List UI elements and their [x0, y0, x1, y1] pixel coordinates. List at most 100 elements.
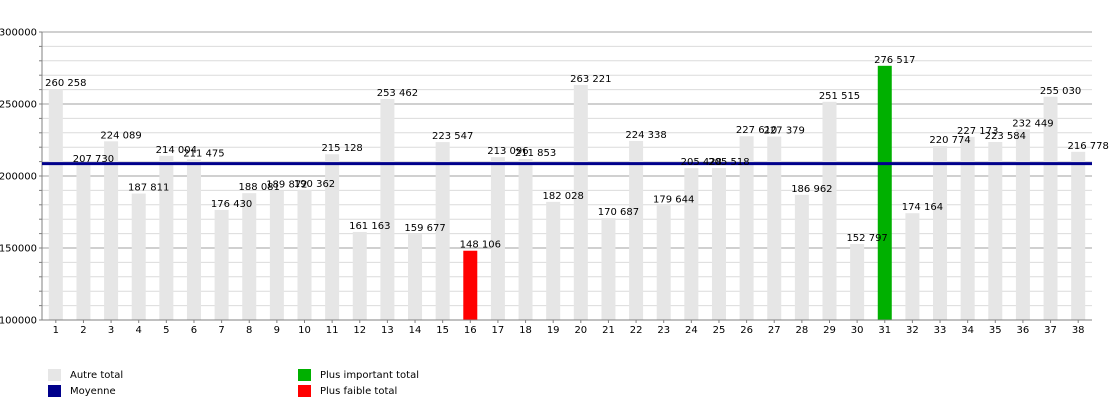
x-tick-label: 36 — [1017, 325, 1030, 336]
x-tick-label: 28 — [796, 325, 809, 336]
x-tick-label: 29 — [823, 325, 836, 336]
x-tick-label: 19 — [547, 325, 560, 336]
data-label: 179 644 — [653, 194, 694, 205]
x-tick-label: 6 — [191, 325, 197, 336]
bar — [131, 193, 146, 320]
x-tick-label: 4 — [136, 325, 142, 336]
data-label: 205 428 — [681, 157, 722, 168]
bar — [435, 142, 450, 320]
data-label: 213 096 — [487, 146, 528, 157]
bar — [463, 250, 478, 320]
y-tick-label: 200000 — [0, 172, 37, 183]
bar — [767, 136, 782, 320]
x-tick-label: 5 — [163, 325, 169, 336]
data-label: 152 797 — [846, 233, 887, 244]
data-label: 232 449 — [1012, 118, 1053, 129]
bar — [159, 155, 174, 320]
x-tick-label: 32 — [906, 325, 919, 336]
x-tick-label: 11 — [326, 325, 339, 336]
bar — [1015, 129, 1030, 320]
legend-item-other: Autre total — [48, 369, 123, 381]
x-tick-label: 7 — [218, 325, 224, 336]
bar — [905, 213, 920, 320]
bar — [988, 142, 1003, 320]
bar — [186, 159, 201, 320]
x-tick-label: 38 — [1072, 325, 1085, 336]
legend-swatch-max — [298, 369, 311, 381]
bar — [380, 99, 395, 321]
bar — [629, 140, 644, 320]
y-tick-label: 150000 — [0, 244, 37, 255]
data-label: 224 089 — [100, 130, 141, 141]
legend-swatch-min — [298, 385, 311, 397]
x-tick-label: 27 — [768, 325, 781, 336]
data-label: 227 610 — [736, 125, 777, 136]
x-tick-label: 9 — [274, 325, 280, 336]
legend-swatch-other — [48, 369, 61, 381]
bar — [601, 218, 616, 320]
x-tick-label: 1 — [53, 325, 59, 336]
x-tick-label: 25 — [713, 325, 726, 336]
data-label: 214 004 — [156, 145, 197, 156]
data-label: 187 811 — [128, 183, 169, 194]
x-tick-label: 34 — [961, 325, 974, 336]
x-tick-label: 26 — [740, 325, 753, 336]
bar — [711, 168, 726, 320]
bar — [408, 234, 423, 320]
data-label: 224 338 — [625, 130, 666, 141]
legend-item-average: Moyenne — [48, 385, 116, 397]
data-label: 190 362 — [294, 179, 335, 190]
legend-item-min: Plus faible total — [298, 385, 397, 397]
data-label: 227 379 — [764, 126, 805, 137]
data-label: 251 515 — [819, 91, 860, 102]
legend-label-average: Moyenne — [70, 385, 116, 397]
data-label: 161 163 — [349, 221, 390, 232]
data-label: 223 547 — [432, 131, 473, 142]
bar — [850, 243, 865, 320]
bar — [518, 158, 533, 320]
x-tick-label: 17 — [492, 325, 505, 336]
data-label: 216 778 — [1068, 141, 1109, 152]
data-label: 205 518 — [708, 157, 749, 168]
data-label: 215 128 — [321, 143, 362, 154]
bar — [242, 193, 257, 320]
data-label: 186 962 — [791, 184, 832, 195]
y-tick-label: 250000 — [0, 100, 37, 111]
data-label: 148 106 — [460, 240, 501, 251]
data-label: 174 164 — [902, 202, 943, 213]
bar — [325, 154, 340, 320]
bar — [684, 168, 699, 320]
bar — [104, 141, 119, 320]
x-tick-label: 15 — [436, 325, 449, 336]
bar — [573, 84, 588, 320]
x-tick-label: 37 — [1044, 325, 1057, 336]
data-label: 260 258 — [45, 78, 86, 89]
y-tick-label: 100000 — [0, 316, 37, 327]
legend-swatch-average — [48, 385, 61, 397]
bar — [656, 205, 671, 320]
data-label: 211 475 — [183, 148, 224, 159]
bar — [933, 146, 948, 320]
x-tick-label: 35 — [989, 325, 1002, 336]
x-tick-label: 2 — [80, 325, 86, 336]
data-label: 253 462 — [377, 88, 418, 99]
y-tick-label: 300000 — [0, 28, 37, 39]
x-tick-label: 12 — [353, 325, 366, 336]
data-label: 227 173 — [957, 126, 998, 137]
bar — [269, 190, 284, 320]
data-label: 189 872 — [266, 180, 307, 191]
x-tick-label: 10 — [298, 325, 311, 336]
x-tick-label: 13 — [381, 325, 394, 336]
data-label: 159 677 — [404, 223, 445, 234]
bar — [214, 209, 229, 320]
data-label: 223 584 — [985, 131, 1026, 142]
x-tick-label: 31 — [878, 325, 891, 336]
legend-label-min: Plus faible total — [320, 385, 398, 397]
bar — [352, 231, 367, 320]
bar — [297, 189, 312, 320]
bar — [794, 194, 809, 320]
x-tick-label: 3 — [108, 325, 114, 336]
data-label: 276 517 — [874, 55, 915, 66]
bar — [546, 201, 561, 320]
